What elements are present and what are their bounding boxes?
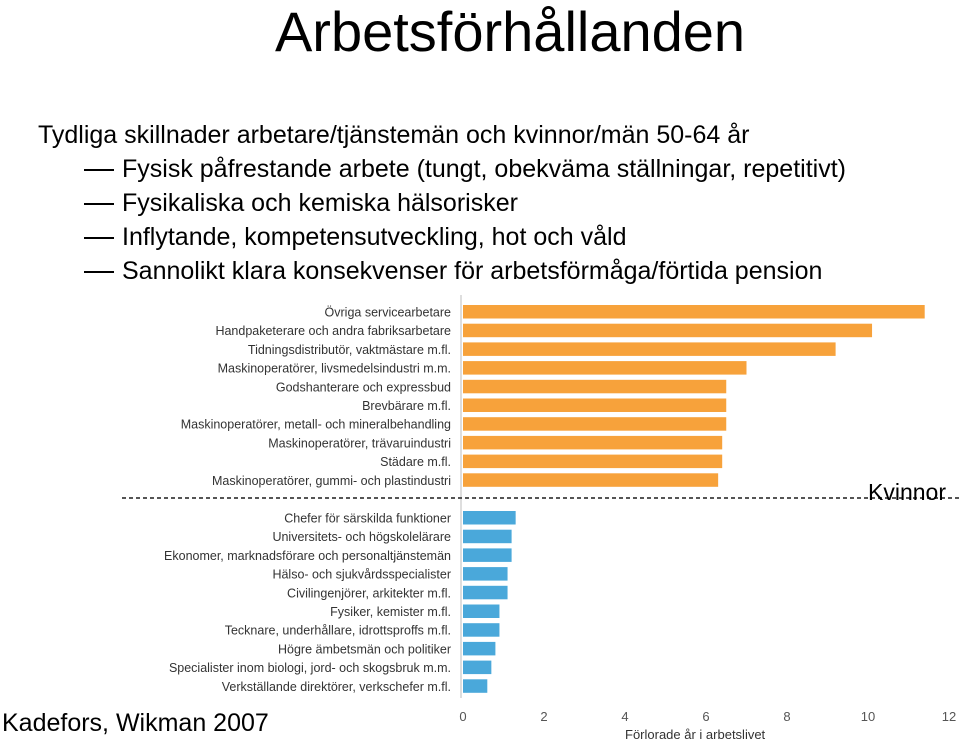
bar: [463, 398, 727, 412]
category-label: Civilingenjörer, arkitekter m.fl.: [287, 586, 451, 600]
category-label: Maskinoperatörer, livsmedelsindustri m.m…: [218, 362, 451, 376]
dash-icon: [84, 203, 114, 205]
annotation-label: Kvinnor: [868, 479, 946, 505]
bar: [463, 417, 727, 431]
bullet-item: Sannolikt klara konsekvenser för arbetsf…: [38, 254, 948, 288]
category-label: Hälso- och sjukvårdsspecialister: [272, 568, 451, 582]
category-label: Handpaketerare och andra fabriksarbetare: [215, 324, 451, 338]
tick-label: 10: [861, 709, 875, 724]
category-label: Universitets- och högskolelärare: [272, 530, 451, 544]
tick-label: 6: [702, 709, 709, 724]
bar: [463, 604, 500, 618]
category-label: Högre ämbetsmän och politiker: [278, 642, 451, 656]
tick-label: 2: [540, 709, 547, 724]
bullet-item: Fysikaliska och kemiska hälsorisker: [38, 186, 948, 220]
category-label: Tidningsdistributör, vaktmästare m.fl.: [248, 343, 451, 357]
bar: [463, 679, 488, 693]
x-axis-label: Förlorade år i arbetslivet: [625, 727, 766, 742]
category-label: Tecknare, underhållare, idrottsproffs m.…: [225, 624, 451, 638]
bar: [463, 435, 723, 450]
bar: [463, 548, 512, 562]
category-label: Städare m.fl.: [380, 455, 451, 469]
bar: [463, 623, 500, 637]
category-label: Specialister inom biologi, jord- och sko…: [169, 661, 451, 675]
bullet-text: Inflytande, kompetensutveckling, hot och…: [122, 223, 627, 251]
category-label: Övriga servicearbetare: [325, 306, 451, 320]
bar: [463, 305, 925, 319]
bar: [463, 361, 747, 375]
dash-icon: [84, 237, 114, 239]
tick-label: 0: [459, 709, 466, 724]
category-label: Verkställande direktörer, verkschefer m.…: [222, 680, 451, 694]
bar-chart: Övriga servicearbetare Handpaketerare och…: [0, 290, 960, 743]
source-citation: Kadefors, Wikman 2007: [2, 707, 269, 739]
bar: [463, 379, 727, 394]
tick-label: 12: [942, 709, 956, 724]
category-label: Godshanterare och expressbud: [276, 380, 451, 394]
bar: [463, 660, 492, 675]
category-label: Maskinoperatörer, metall- och mineralbeh…: [181, 418, 451, 432]
category-label: Maskinoperatörer, gummi- och plastindust…: [212, 474, 451, 488]
category-label: Fysiker, kemister m.fl.: [330, 605, 451, 619]
bar: [463, 473, 719, 487]
bullet-text: Fysisk påfrestande arbete (tungt, obekvä…: [122, 155, 846, 183]
bar: [463, 454, 723, 469]
bar: [463, 641, 496, 656]
tick-label: 8: [783, 709, 790, 724]
chart-svg: Övriga servicearbetare Handpaketerare och…: [122, 295, 960, 742]
lead-text: Tydliga skillnader arbetare/tjänstemän o…: [38, 121, 750, 149]
dash-icon: [84, 169, 114, 171]
bar: [463, 567, 508, 581]
category-label: Maskinoperatörer, trävaruindustri: [268, 436, 451, 450]
category-label: Chefer för särskilda funktioner: [284, 512, 451, 526]
category-label: Brevbärare m.fl.: [362, 399, 451, 413]
bullet-item: Fysisk påfrestande arbete (tungt, obekvä…: [38, 152, 948, 186]
bullet-list: Tydliga skillnader arbetare/tjänstemän o…: [38, 118, 948, 288]
bar: [463, 342, 836, 356]
slide-title: Arbetsförhållanden: [274, 0, 746, 63]
bar: [463, 529, 512, 544]
bar: [463, 323, 873, 338]
bullet-text: Sannolikt klara konsekvenser för arbetsf…: [122, 257, 823, 285]
bullet-text: Fysikaliska och kemiska hälsorisker: [122, 189, 518, 217]
category-label: Ekonomer, marknadsförare och personaltjä…: [164, 549, 451, 563]
bullet-item: Inflytande, kompetensutveckling, hot och…: [38, 220, 948, 254]
bar: [463, 511, 516, 525]
dash-icon: [84, 271, 114, 273]
tick-label: 4: [621, 709, 628, 724]
bar: [463, 585, 508, 600]
